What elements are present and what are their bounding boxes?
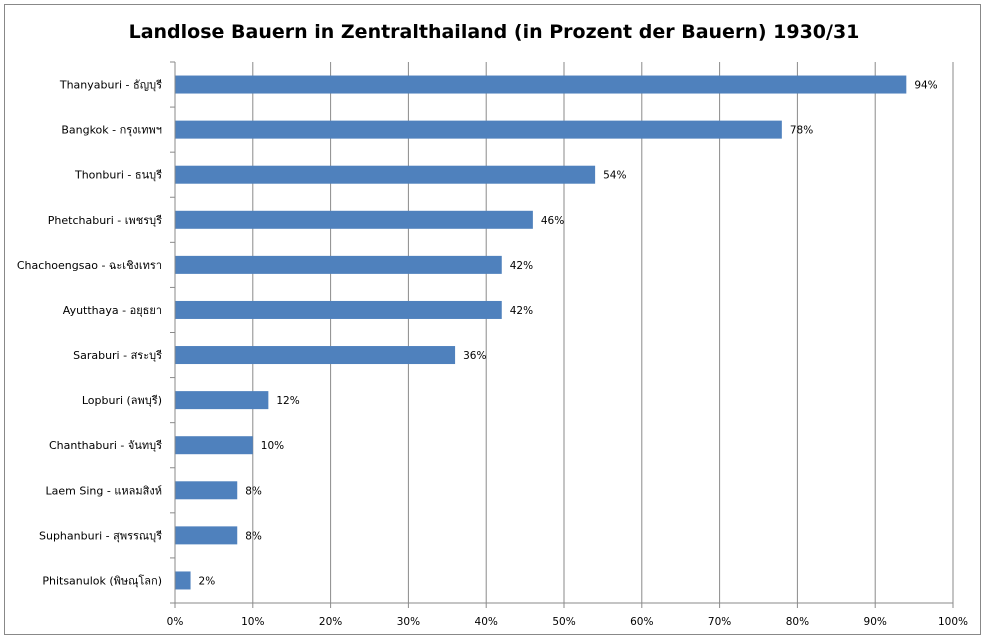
x-tick-label: 40% — [475, 616, 498, 628]
x-tick-label: 80% — [786, 616, 809, 628]
x-tick-label: 10% — [241, 616, 264, 628]
bar — [175, 481, 238, 500]
category-label: Lopburi (ลพบุรี) — [82, 394, 162, 407]
bar — [175, 75, 907, 94]
data-label: 42% — [510, 305, 533, 317]
bar — [175, 255, 502, 274]
bar — [175, 165, 596, 184]
bar — [175, 526, 238, 545]
x-tick-label: 70% — [708, 616, 731, 628]
chart-frame — [4, 4, 981, 635]
chart-title: Landlose Bauern in Zentralthailand (in P… — [129, 21, 860, 43]
data-label: 2% — [199, 575, 216, 587]
category-label: Chanthaburi - จันทบุรี — [49, 439, 162, 452]
bar — [175, 300, 502, 319]
x-tick-label: 30% — [397, 616, 420, 628]
data-label: 46% — [541, 215, 564, 227]
category-label: Phetchaburi - เพชรบุรี — [48, 214, 162, 227]
bar — [175, 210, 533, 229]
bar — [175, 120, 782, 139]
x-tick-label: 90% — [864, 616, 887, 628]
category-label: Thonburi - ธนบุรี — [74, 169, 162, 182]
data-label: 36% — [463, 350, 486, 362]
bar — [175, 346, 456, 365]
bar — [175, 391, 269, 410]
category-label: Phitsanulok (พิษณุโลก) — [42, 573, 162, 587]
data-label: 8% — [245, 485, 262, 497]
data-label: 94% — [914, 80, 937, 92]
category-label: Saraburi - สระบุรี — [73, 349, 162, 362]
data-label: 8% — [245, 530, 262, 542]
bar — [175, 436, 253, 455]
category-label: Bangkok - กรุงเทพฯ — [61, 124, 162, 137]
category-label: Suphanburi - สุพรรณบุรี — [39, 529, 162, 542]
x-tick-label: 20% — [319, 616, 342, 628]
data-label: 12% — [276, 395, 299, 407]
x-tick-label: 0% — [167, 616, 184, 628]
data-label: 10% — [261, 440, 284, 452]
data-label: 54% — [603, 170, 626, 182]
category-label: Thanyaburi - ธัญบุรี — [59, 79, 162, 92]
data-label: 78% — [790, 125, 813, 137]
category-label: Ayutthaya - อยุธยา — [63, 304, 162, 317]
category-label: Chachoengsao - ฉะเชิงเทรา — [17, 259, 162, 272]
data-label: 42% — [510, 260, 533, 272]
x-tick-label: 100% — [938, 616, 968, 628]
category-label: Laem Sing - แหลมสิงห์ — [46, 484, 162, 497]
bar — [175, 571, 191, 590]
x-tick-label: 60% — [630, 616, 653, 628]
x-tick-label: 50% — [552, 616, 575, 628]
